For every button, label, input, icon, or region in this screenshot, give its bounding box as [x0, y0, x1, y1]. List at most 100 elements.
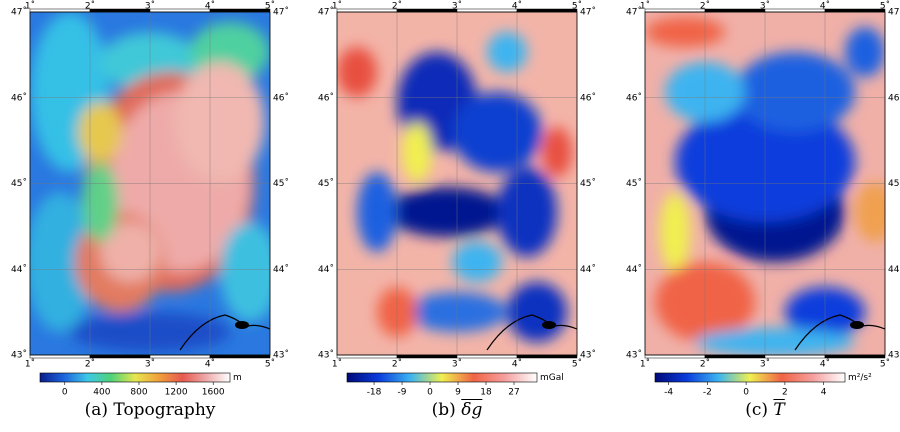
- lat-label: 47˚: [888, 7, 900, 18]
- colorbar-tick-label: 0: [62, 388, 68, 398]
- frame-segment: [209, 8, 271, 13]
- lat-label: 43˚: [888, 350, 900, 361]
- lon-label: 1˚: [25, 1, 35, 12]
- lat-label: 47˚: [318, 7, 334, 18]
- lat-label: 46˚: [318, 92, 334, 103]
- frame-segment: [764, 354, 826, 359]
- frame-segment: [396, 8, 458, 13]
- frame-segment: [704, 8, 766, 13]
- field-blob: [30, 192, 95, 332]
- lon-label: 3˚: [760, 1, 770, 12]
- field-blob: [542, 127, 572, 177]
- lat-label: 47˚: [273, 7, 289, 18]
- frame-segment: [644, 354, 706, 359]
- lon-label: 2˚: [85, 1, 95, 12]
- lon-label: 2˚: [700, 1, 710, 12]
- colorbar-tick-label: 2: [782, 388, 788, 398]
- lon-label: 1˚: [332, 359, 342, 370]
- frame-segment: [456, 8, 518, 13]
- lat-label: 43˚: [626, 350, 642, 361]
- caption-label: (b): [431, 400, 456, 420]
- lon-label: 4˚: [512, 359, 522, 370]
- lat-label: 47˚: [11, 7, 27, 18]
- frame-segment: [824, 354, 886, 359]
- frame-segment: [644, 8, 706, 13]
- lat-label: 45˚: [626, 178, 642, 189]
- map-field: [30, 12, 270, 352]
- field-blob: [402, 122, 432, 182]
- field-blob: [695, 328, 855, 355]
- lat-label: 47˚: [626, 7, 642, 18]
- lon-label: 1˚: [332, 1, 342, 12]
- lat-label: 46˚: [273, 92, 289, 103]
- caption-text: Topography: [113, 400, 216, 420]
- frame-segment: [824, 8, 886, 13]
- frame-segment: [89, 8, 151, 13]
- frame-segment: [516, 8, 578, 13]
- frame-segment: [516, 354, 578, 359]
- field-blob: [452, 242, 502, 282]
- lat-label: 44˚: [580, 264, 596, 275]
- colorbar-unit: m: [233, 373, 242, 383]
- lat-label: 44˚: [273, 264, 289, 275]
- lon-label: 2˚: [392, 359, 402, 370]
- colorbar-tick-label: 9: [455, 388, 461, 398]
- colorbar-tick-label: 0: [743, 388, 749, 398]
- colorbar: [39, 372, 231, 383]
- lat-label: 46˚: [888, 92, 900, 103]
- lat-label: 44˚: [888, 264, 900, 275]
- frame-segment: [336, 354, 398, 359]
- colorbar: [654, 372, 846, 383]
- caption-label: (c): [745, 400, 769, 420]
- lat-label: 45˚: [273, 178, 289, 189]
- frame-segment: [29, 354, 91, 359]
- lagoon: [850, 321, 864, 329]
- colorbar-tick-label: 800: [130, 388, 147, 398]
- field-blob: [497, 167, 557, 257]
- frame-segment: [149, 8, 211, 13]
- colorbar-tick-label: 400: [93, 388, 110, 398]
- lon-label: 5˚: [880, 1, 890, 12]
- lon-label: 3˚: [452, 1, 462, 12]
- lat-label: 45˚: [11, 178, 27, 189]
- lat-label: 45˚: [888, 178, 900, 189]
- field-blob: [452, 92, 542, 172]
- field-blob: [175, 62, 265, 182]
- lon-label: 3˚: [145, 359, 155, 370]
- caption: (b) δg: [327, 400, 587, 420]
- colorbar-tick-label: 0: [427, 388, 433, 398]
- field-blob: [220, 222, 270, 322]
- field-blob: [82, 162, 118, 242]
- lon-label: 5˚: [265, 359, 275, 370]
- lon-label: 5˚: [265, 1, 275, 12]
- lon-label: 4˚: [820, 1, 830, 12]
- lat-label: 43˚: [580, 350, 596, 361]
- lon-label: 1˚: [640, 1, 650, 12]
- field-blob: [487, 32, 527, 72]
- lon-label: 4˚: [205, 1, 215, 12]
- field-blob: [357, 172, 397, 252]
- field-blob: [660, 192, 690, 272]
- frame-segment: [704, 354, 766, 359]
- colorbar-tick-label: -9: [398, 388, 407, 398]
- frame-segment: [209, 354, 271, 359]
- lon-label: 5˚: [572, 359, 582, 370]
- colorbar: [346, 372, 538, 383]
- caption: (c) T: [635, 400, 895, 420]
- colorbar-tick-label: -18: [367, 388, 382, 398]
- lon-label: 3˚: [760, 359, 770, 370]
- lon-label: 5˚: [572, 1, 582, 12]
- colorbar-tick-label: -4: [664, 388, 673, 398]
- field-blob: [78, 102, 122, 162]
- lon-label: 4˚: [512, 1, 522, 12]
- map-image: [645, 12, 885, 355]
- frame-segment: [336, 8, 398, 13]
- field-blob: [387, 187, 507, 237]
- coastline: [486, 314, 577, 351]
- coastline: [794, 314, 885, 351]
- map-frame: [29, 11, 271, 356]
- colorbar-tick-label: -2: [703, 388, 712, 398]
- field-blob: [507, 282, 567, 342]
